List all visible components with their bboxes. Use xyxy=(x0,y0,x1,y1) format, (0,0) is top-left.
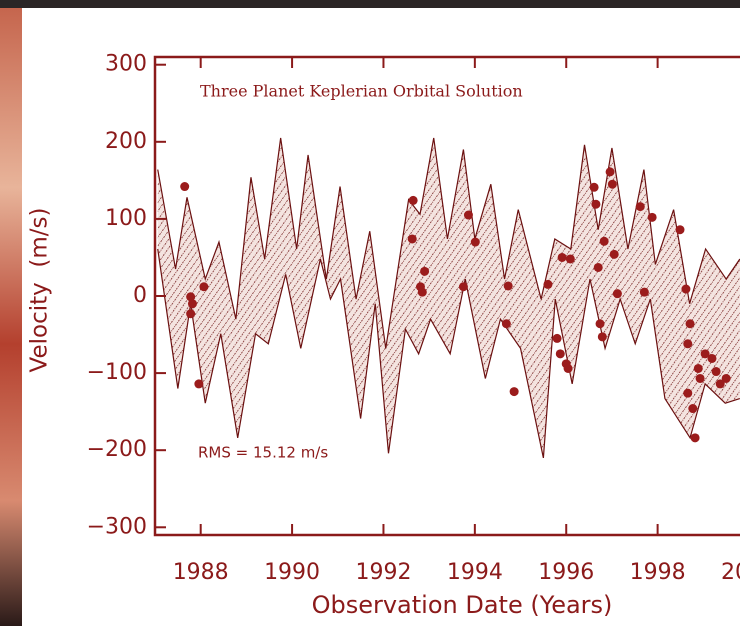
data-point xyxy=(555,349,565,359)
data-point xyxy=(683,388,693,398)
y-tick-label: −300 xyxy=(87,514,147,539)
data-point xyxy=(715,379,725,389)
data-point xyxy=(503,281,513,291)
data-point xyxy=(509,387,519,397)
x-tick-label: 2000 xyxy=(721,560,740,585)
data-point xyxy=(639,287,649,297)
data-point xyxy=(685,319,695,329)
data-point xyxy=(552,333,562,343)
y-axis-label: Velocity (m/s) xyxy=(27,208,53,373)
data-point xyxy=(417,287,427,297)
data-point xyxy=(420,266,430,276)
data-point xyxy=(186,309,196,319)
data-point xyxy=(683,339,693,349)
y-tick-label: 200 xyxy=(105,129,147,154)
background-strip xyxy=(0,0,22,626)
x-axis-label: Observation Date (Years) xyxy=(312,591,613,619)
data-point xyxy=(612,289,622,299)
data-point xyxy=(463,210,473,220)
data-point xyxy=(635,202,645,212)
data-point xyxy=(595,319,605,329)
data-point xyxy=(194,379,204,389)
data-point xyxy=(593,262,603,272)
data-point xyxy=(543,279,553,289)
x-tick-label: 1994 xyxy=(447,560,503,585)
data-point xyxy=(707,353,717,363)
data-point xyxy=(700,349,710,359)
model-envelope xyxy=(157,248,740,459)
data-point xyxy=(681,284,691,294)
model-band xyxy=(157,137,740,458)
x-tick-label: 1996 xyxy=(538,560,594,585)
plot-area xyxy=(153,55,740,537)
data-point xyxy=(693,363,703,373)
data-point xyxy=(180,182,190,192)
data-point xyxy=(688,404,698,414)
x-tick-label: 1992 xyxy=(355,560,411,585)
data-point xyxy=(647,212,657,222)
y-tick-label: 0 xyxy=(133,283,147,308)
data-point xyxy=(599,236,609,246)
data-point xyxy=(199,282,209,292)
data-point xyxy=(597,332,607,342)
data-point xyxy=(591,199,601,209)
data-point xyxy=(458,282,468,292)
data-point xyxy=(695,373,705,383)
model-envelope xyxy=(157,137,740,349)
data-point xyxy=(563,363,573,373)
y-tick-label: −100 xyxy=(87,360,147,385)
data-point xyxy=(408,195,418,205)
data-point xyxy=(407,234,417,244)
x-tick-label: 1988 xyxy=(173,560,229,585)
data-point xyxy=(711,367,721,377)
data-point xyxy=(721,373,731,383)
data-point xyxy=(565,254,575,264)
data-point xyxy=(501,319,511,329)
y-tick-label: 100 xyxy=(105,206,147,231)
top-bar xyxy=(0,0,740,8)
data-point xyxy=(609,249,619,259)
x-tick-label: 1990 xyxy=(264,560,320,585)
data-point xyxy=(589,182,599,192)
data-point xyxy=(607,179,617,189)
data-point xyxy=(186,292,196,302)
y-tick-label: 300 xyxy=(105,52,147,77)
data-point xyxy=(690,433,700,443)
annotation: RMS = 15.12 m/s xyxy=(198,444,328,462)
y-tick-label: −200 xyxy=(87,437,147,462)
x-tick-label: 1998 xyxy=(630,560,686,585)
data-point xyxy=(675,225,685,235)
data-point xyxy=(470,237,480,247)
data-point xyxy=(557,252,567,262)
data-point xyxy=(605,167,615,177)
chart-title: Three Planet Keplerian Orbital Solution xyxy=(200,82,523,101)
data-point xyxy=(187,299,197,309)
